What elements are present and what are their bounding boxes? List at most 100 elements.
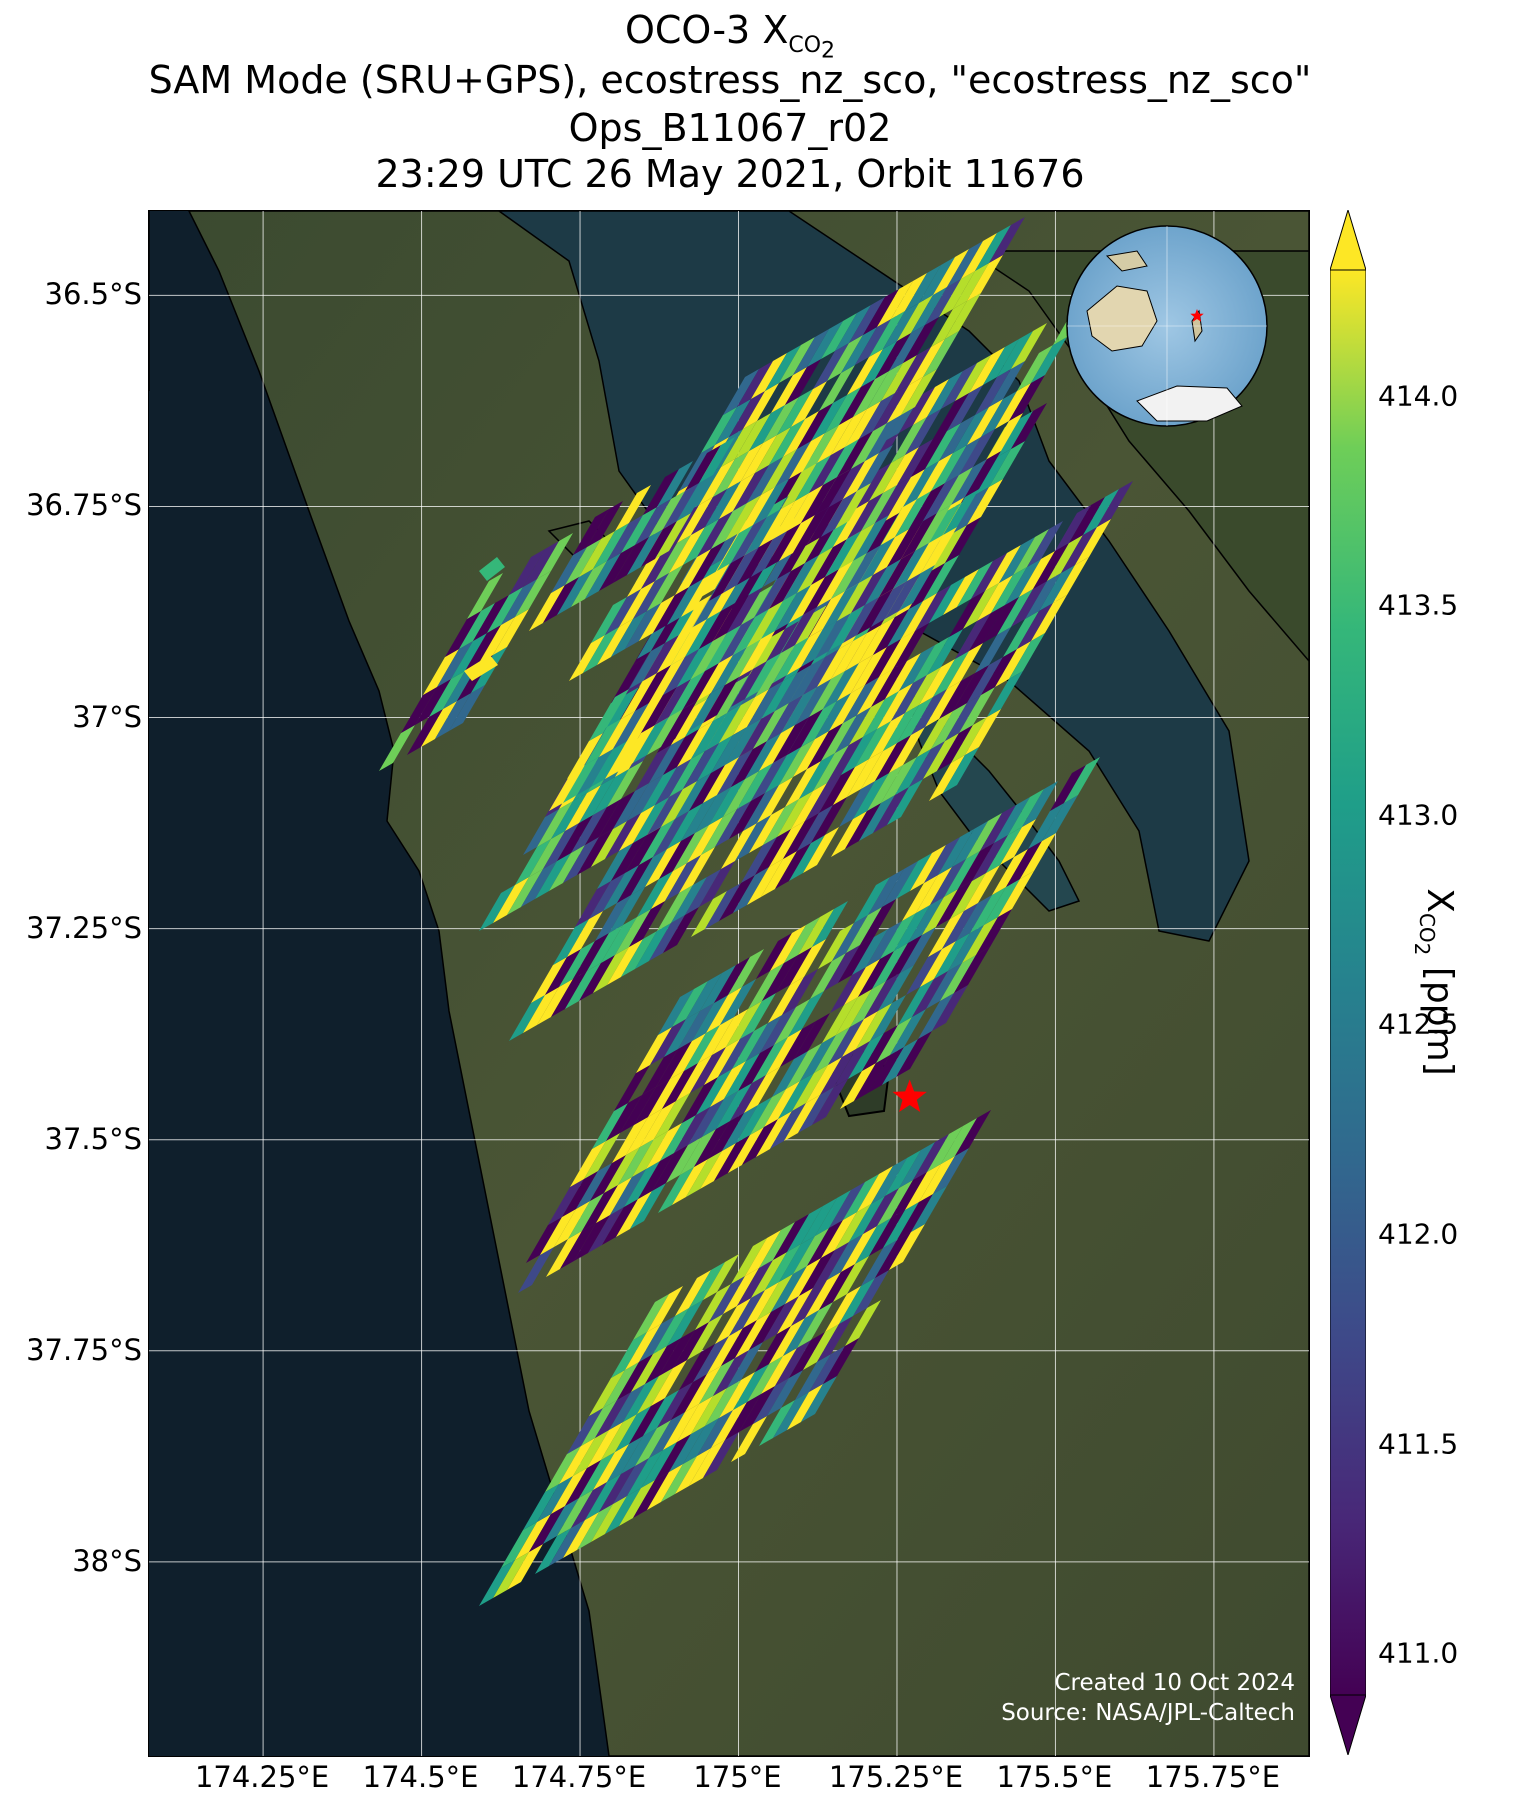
sounding-cell xyxy=(607,1436,643,1482)
sounding-cell xyxy=(854,1055,890,1101)
sounding-cell xyxy=(858,951,894,997)
sounding-cell xyxy=(825,1286,861,1332)
sounding-cell xyxy=(783,411,819,457)
sounding-cell xyxy=(705,1380,741,1426)
sounding-cell xyxy=(889,727,925,773)
sounding-cell xyxy=(777,791,813,837)
sounding-cell xyxy=(1097,481,1133,527)
sounding-cell xyxy=(850,981,886,1027)
sounding-cell xyxy=(667,803,703,849)
sounding-cell xyxy=(597,619,633,665)
sounding-cell xyxy=(702,1091,738,1137)
sounding-cell xyxy=(812,1079,848,1125)
sounding-cell xyxy=(728,1127,764,1173)
sounding-cell xyxy=(599,1466,635,1512)
sounding-cell xyxy=(766,1029,802,1075)
sounding-cell xyxy=(879,551,915,597)
sounding-cell xyxy=(954,947,990,993)
sounding-cell xyxy=(710,1061,746,1107)
sounding-cell xyxy=(681,571,717,617)
sounding-cell xyxy=(859,537,895,583)
sounding-cell xyxy=(983,597,1019,643)
lat-tick-label: 37°S xyxy=(72,699,142,734)
sounding-cell xyxy=(671,1374,707,1420)
sounding-cell xyxy=(656,1041,692,1087)
sounding-cell xyxy=(423,649,459,695)
sounding-cell xyxy=(627,529,663,575)
sounding-cell xyxy=(646,1123,682,1169)
sounding-cell xyxy=(691,489,727,535)
sounding-cell xyxy=(967,479,1003,525)
sounding-cell xyxy=(875,735,911,781)
sounding-cell xyxy=(923,733,959,779)
sounding-cell xyxy=(814,1027,850,1073)
sounding-cell xyxy=(836,989,872,1035)
sounding-cell xyxy=(722,1105,758,1151)
sounding-cell xyxy=(872,943,908,989)
sounding-cell xyxy=(975,449,1011,495)
sounding-cell xyxy=(551,547,587,593)
sounding-cell xyxy=(781,463,817,509)
sounding-cell xyxy=(844,959,880,1005)
sounding-cell xyxy=(799,1250,835,1296)
sounding-cell xyxy=(648,1071,684,1117)
sounding-cell xyxy=(773,717,809,763)
sounding-cell xyxy=(662,1063,698,1109)
sounding-cell xyxy=(663,907,699,953)
sounding-cell xyxy=(563,837,599,883)
sounding-cell xyxy=(899,387,935,433)
sounding-cell xyxy=(733,1364,769,1410)
sounding-cell xyxy=(633,1294,669,1340)
sounding-cell xyxy=(995,641,1031,687)
sounding-cell xyxy=(523,809,559,855)
satellite-map[interactable]: Created 10 Oct 2024 Source: NASA/JPL-Cal… xyxy=(148,210,1310,1757)
sounding-cell xyxy=(925,503,961,549)
sounding-cell xyxy=(689,1262,725,1308)
sounding-cell xyxy=(725,1394,761,1440)
sounding-cell xyxy=(830,967,866,1013)
sounding-cell xyxy=(565,539,601,585)
sounding-cell xyxy=(635,665,671,711)
sounding-cell xyxy=(640,1101,676,1147)
sounding-cell xyxy=(772,1051,808,1097)
sounding-cell xyxy=(655,759,691,805)
sounding-cell xyxy=(896,853,932,899)
sounding-cell xyxy=(691,633,727,679)
sounding-cell xyxy=(611,1332,647,1378)
sounding-cell xyxy=(707,1328,743,1374)
sounding-cell xyxy=(669,751,705,797)
sounding-cell xyxy=(740,993,776,1039)
sounding-cell xyxy=(906,949,942,995)
sounding-cell xyxy=(633,797,669,843)
sounding-cell xyxy=(731,661,767,707)
sounding-cell xyxy=(579,777,615,823)
sounding-cell xyxy=(716,1083,752,1129)
sounding-cell xyxy=(1031,595,1067,641)
sounding-cell xyxy=(793,507,829,553)
sounding-cell xyxy=(873,529,909,575)
sounding-cell xyxy=(632,1131,668,1177)
sounding-cell xyxy=(1011,581,1047,627)
sounding-cell xyxy=(565,1460,601,1506)
sounding-cell xyxy=(894,905,930,951)
sounding-cell xyxy=(859,617,895,663)
sounding-cell xyxy=(811,395,847,441)
sounding-cell xyxy=(743,1282,779,1328)
sounding-cell xyxy=(749,807,785,853)
sounding-cell xyxy=(625,1324,661,1370)
sounding-cell xyxy=(965,709,1001,755)
sounding-cell xyxy=(720,979,756,1025)
sounding-cell xyxy=(854,877,890,923)
sounding-cell xyxy=(726,1001,762,1047)
sounding-cell xyxy=(551,971,587,1017)
sounding-cell xyxy=(819,365,855,411)
xco2-soundings xyxy=(379,217,1133,1606)
sounding-cell xyxy=(715,801,751,847)
sounding-cell xyxy=(768,977,804,1023)
lon-tick-label: 175.25°E xyxy=(828,1760,964,1794)
sounding-cell xyxy=(601,917,637,963)
sounding-cell xyxy=(975,627,1011,673)
sounding-cell xyxy=(869,713,905,759)
sounding-cell xyxy=(673,825,709,871)
sounding-cell xyxy=(1003,611,1039,657)
